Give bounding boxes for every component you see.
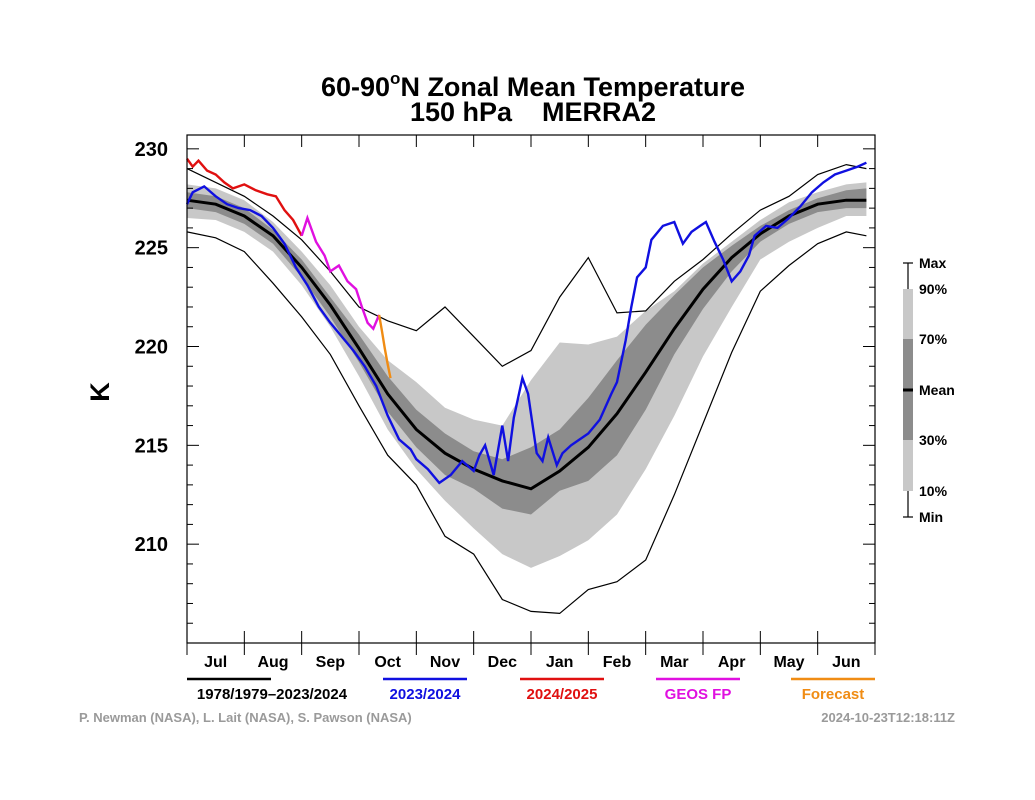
y-axis-labels: 210 215 220 225 230 (135, 139, 168, 556)
month-label: May (773, 654, 804, 671)
series-2024-2025 (186, 157, 303, 237)
x-axis-labels: Jul Aug Sep Oct Nov Dec Jan Feb Mar Apr … (204, 654, 860, 671)
line-min (186, 231, 867, 615)
chart-title-line2: 150 hPa MERRA2 (410, 97, 656, 127)
y-tick-label: 210 (135, 534, 168, 556)
legend-label-2024-2025: 2024/2025 (527, 686, 598, 703)
line-max (186, 163, 867, 368)
month-label: Oct (374, 654, 401, 671)
legend-label-p30: 30% (919, 432, 948, 448)
legend-label-geos-fp: GEOS FP (665, 686, 732, 703)
month-label: Sep (316, 654, 346, 671)
chart-title-line1: 60-90oN Zonal Mean Temperature (321, 69, 745, 102)
month-label: Dec (488, 654, 517, 671)
legend-label-p90: 90% (919, 281, 948, 297)
series-2023-2024 (185, 161, 867, 485)
y-tick-label: 225 (135, 238, 168, 260)
plot-area (185, 157, 867, 615)
y-tick-label: 220 (135, 337, 168, 359)
month-label: Mar (660, 654, 688, 671)
band-30-70 (187, 188, 867, 515)
line-mean (186, 198, 867, 491)
legend-label-climatology: 1978/1979–2023/2024 (197, 686, 348, 703)
legend-label-min: Min (919, 509, 943, 525)
y-axis-label: K (85, 382, 115, 402)
credits-text: P. Newman (NASA), L. Lait (NASA), S. Paw… (79, 710, 412, 725)
legend-label-2023-2024: 2023/2024 (390, 686, 462, 703)
legend-label-p10: 10% (919, 483, 948, 499)
legend-label-mean: Mean (919, 382, 955, 398)
month-label: Apr (718, 654, 746, 671)
percentile-legend: Max 90% 70% Mean 30% 10% Min (903, 255, 955, 525)
y-tick-label: 215 (135, 435, 168, 457)
series-forecast (377, 314, 392, 379)
legend-label-forecast: Forecast (802, 686, 865, 703)
month-label: Nov (430, 654, 460, 671)
legend-label-max: Max (919, 255, 946, 271)
month-label: Jul (204, 654, 227, 671)
legend-label-p70: 70% (919, 331, 948, 347)
series-legend: 1978/1979–2023/2024 2023/2024 2024/2025 … (187, 677, 875, 703)
x-axis-ticks (186, 135, 876, 655)
month-label: Feb (603, 654, 632, 671)
month-label: Jun (832, 654, 860, 671)
timestamp-text: 2024-10-23T12:18:11Z (821, 710, 955, 725)
month-label: Aug (257, 654, 288, 671)
series-geos-fp (300, 214, 381, 331)
month-label: Jan (546, 654, 574, 671)
y-axis-ticks (187, 148, 875, 624)
y-tick-label: 230 (135, 139, 168, 161)
